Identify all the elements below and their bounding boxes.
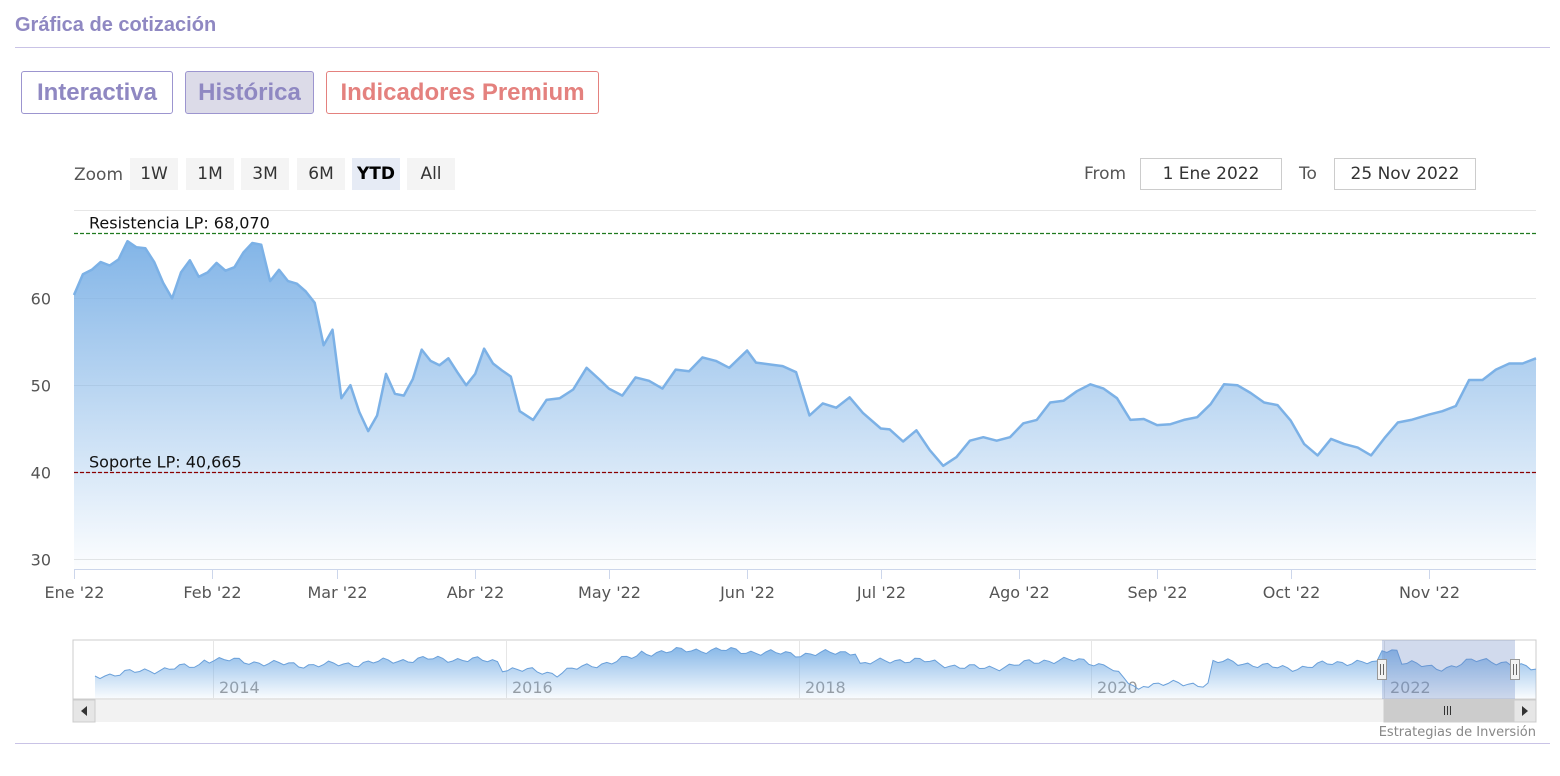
chart-credits[interactable]: Estrategias de Inversión <box>1379 725 1536 740</box>
bottom-divider <box>15 743 1550 744</box>
y-tick-label: 50 <box>31 377 51 396</box>
tab-historica[interactable]: Histórica <box>185 71 314 114</box>
x-tick-label: Abr '22 <box>447 583 505 602</box>
x-tick-label: Mar '22 <box>307 583 367 602</box>
tab-indicadores-premium[interactable]: Indicadores Premium <box>326 71 599 114</box>
navigator-line <box>94 646 1537 690</box>
zoom-button-label: 1M <box>197 164 222 184</box>
zoom-button-label: 1W <box>140 164 168 184</box>
from-date-value: 1 Ene 2022 <box>1163 164 1260 184</box>
tab-interactiva[interactable]: Interactiva <box>21 71 173 114</box>
x-tick-label: Sep '22 <box>1128 583 1188 602</box>
x-tick-label: Jun '22 <box>719 583 775 602</box>
x-tick-label: May '22 <box>578 583 641 602</box>
x-axis: Ene '22 Feb '22 Mar '22 Abr '22 May '22 Jun '… <box>45 569 1460 602</box>
scrollbar-right-arrow[interactable] <box>1513 699 1537 723</box>
zoom-button-all[interactable]: All <box>407 158 455 190</box>
navigator-handle-right[interactable] <box>1510 659 1520 680</box>
zoom-label: Zoom <box>74 165 123 185</box>
navigator-selection[interactable] <box>1382 640 1515 699</box>
x-tick-label: Ago '22 <box>989 583 1050 602</box>
navigator-handle-left[interactable] <box>1377 659 1387 680</box>
x-tick-label: Feb '22 <box>183 583 241 602</box>
to-date-input[interactable]: 25 Nov 2022 <box>1334 158 1476 190</box>
x-tick-label: Ene '22 <box>45 583 105 602</box>
price-series-line[interactable] <box>72 239 1537 468</box>
scrollbar-track[interactable] <box>73 700 1536 722</box>
zoom-button-3m[interactable]: 3M <box>241 158 289 190</box>
zoom-button-label: 3M <box>252 164 277 184</box>
x-tick-label: Nov '22 <box>1399 583 1460 602</box>
plot-lines: Resistencia LP: 68,070 Soporte LP: 40,665 <box>74 214 1536 474</box>
zoom-button-1m[interactable]: 1M <box>186 158 234 190</box>
zoom-button-label: All <box>420 164 441 184</box>
to-label: To <box>1298 164 1317 184</box>
y-tick-label: 40 <box>31 464 51 483</box>
x-tick-label: Oct '22 <box>1263 583 1321 602</box>
y-axis: 30 40 50 60 <box>31 290 51 570</box>
title-divider <box>15 47 1550 48</box>
scrollbar-left-arrow[interactable] <box>72 699 96 723</box>
from-date-input[interactable]: 1 Ene 2022 <box>1140 158 1282 190</box>
x-tick-label: Jul '22 <box>856 583 906 602</box>
zoom-button-label: YTD <box>356 164 395 184</box>
resistance-label: Resistencia LP: 68,070 <box>89 214 270 233</box>
zoom-button-6m[interactable]: 6M <box>297 158 345 190</box>
scrollbar-thumb[interactable] <box>1383 699 1515 723</box>
from-label: From <box>1084 164 1126 184</box>
y-tick-label: 60 <box>31 290 51 309</box>
support-label: Soporte LP: 40,665 <box>89 453 242 472</box>
zoom-button-label: 6M <box>308 164 333 184</box>
to-date-value: 25 Nov 2022 <box>1351 164 1460 184</box>
zoom-button-ytd[interactable]: YTD <box>352 158 400 190</box>
zoom-button-1w[interactable]: 1W <box>130 158 178 190</box>
section-title: Gráfica de cotización <box>15 14 217 36</box>
y-tick-label: 30 <box>31 551 51 570</box>
